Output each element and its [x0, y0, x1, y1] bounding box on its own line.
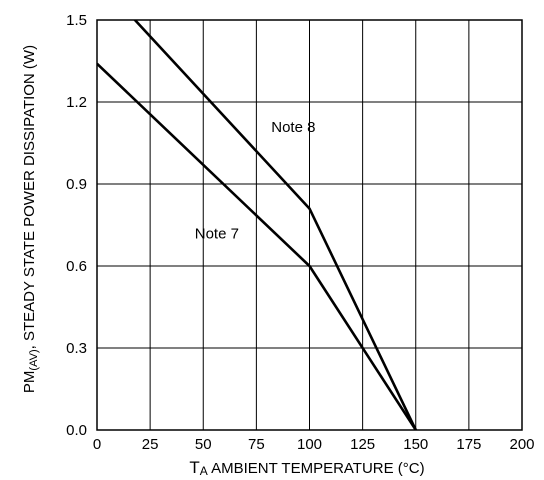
x-tick-label-200: 200 — [509, 436, 534, 453]
series-line-note-8 — [133, 20, 417, 430]
y-tick-label-0.9: 0.9 — [66, 176, 87, 193]
x-tick-label-0: 0 — [93, 436, 101, 453]
y-tick-labels: 0.0 0.3 0.6 0.9 1.2 1.5 — [66, 12, 87, 439]
x-axis-title: TA AMBIENT TEMPERATURE (°C) — [189, 458, 424, 478]
x-tick-label-150: 150 — [403, 436, 428, 453]
x-tick-label-75: 75 — [248, 436, 265, 453]
x-tick-label-25: 25 — [142, 436, 159, 453]
x-tick-label-100: 100 — [297, 436, 322, 453]
annotation-note-7: Note 7 — [195, 226, 239, 243]
x-tick-label-50: 50 — [195, 436, 212, 453]
y-tick-label-0.3: 0.3 — [66, 340, 87, 357]
x-tick-label-125: 125 — [350, 436, 375, 453]
annotation-note-8: Note 8 — [271, 119, 315, 136]
grid — [96, 19, 523, 431]
x-tick-label-175: 175 — [456, 436, 481, 453]
y-tick-label-1.5: 1.5 — [66, 12, 87, 29]
annotations: Note 8 Note 7 — [195, 119, 316, 243]
y-tick-label-0.6: 0.6 — [66, 258, 87, 275]
y-tick-label-1.2: 1.2 — [66, 94, 87, 111]
plot-frame — [96, 19, 523, 431]
y-axis-title: PM(AV), STEADY STATE POWER DISSIPATION (… — [21, 45, 40, 393]
series-lines — [97, 20, 417, 430]
series-line-note-7 — [97, 62, 417, 430]
y-tick-label-0.0: 0.0 — [66, 422, 87, 439]
x-tick-labels: 0 25 50 75 100 125 150 175 200 — [93, 436, 535, 453]
